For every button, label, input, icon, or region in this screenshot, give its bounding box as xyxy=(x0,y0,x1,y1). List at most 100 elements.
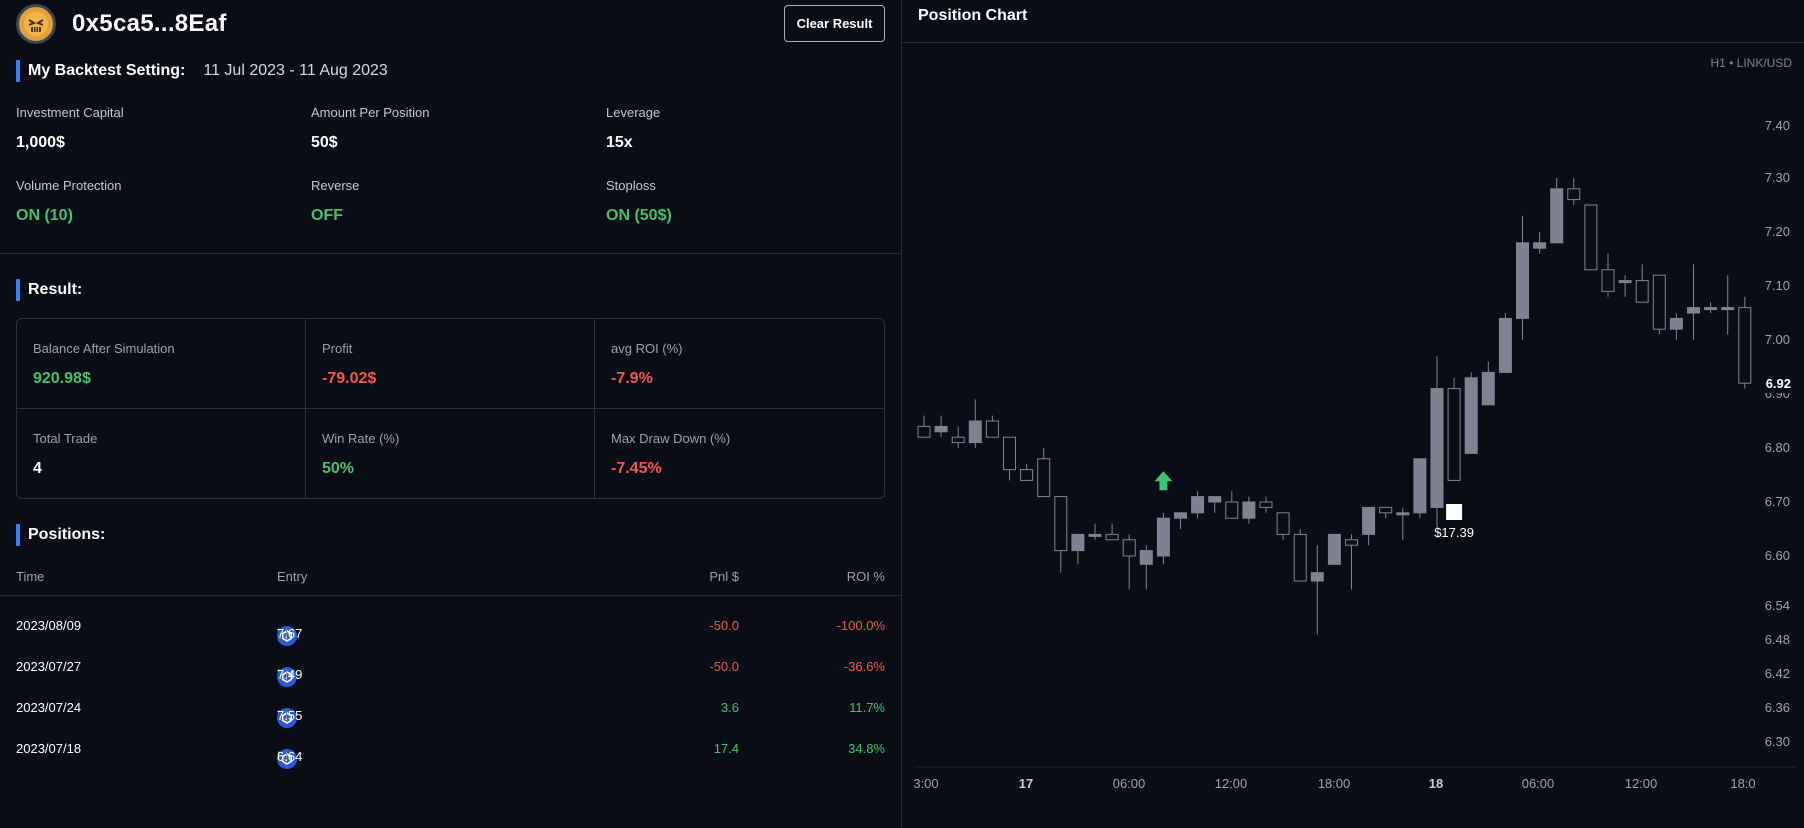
candle-body xyxy=(968,420,982,444)
backtest-setting-heading: My Backtest Setting: 11 Jul 2023 - 11 Au… xyxy=(16,60,388,82)
candle-body xyxy=(1584,204,1598,271)
table-row[interactable]: 2023/07/24 L | | 7.55 3.6 11.7% xyxy=(0,688,901,728)
row-time: 2023/07/18 xyxy=(16,741,82,756)
candle-body xyxy=(1704,307,1718,311)
candle-body xyxy=(1669,317,1683,330)
row-pnl: -50.0 xyxy=(709,618,739,633)
column-time: Time xyxy=(16,569,45,584)
candle-body xyxy=(1447,388,1461,481)
avatar xyxy=(16,4,56,44)
row-pnl: 3.6 xyxy=(720,700,739,715)
up-arrow-icon xyxy=(1154,471,1173,491)
chart-symbol: H1 • LINK/USD xyxy=(1710,56,1792,70)
row-price: 7.55 xyxy=(277,708,303,723)
candle-body xyxy=(1601,269,1615,292)
positions-heading: Positions: xyxy=(16,524,105,546)
divider xyxy=(0,253,901,254)
row-time: 2023/08/09 xyxy=(16,618,82,633)
row-pnl: 17.4 xyxy=(713,741,739,756)
candle-body xyxy=(1327,533,1341,565)
y-tick-label: 6.54 xyxy=(1765,598,1790,613)
candle-body xyxy=(1020,469,1034,481)
candle-body xyxy=(1139,550,1153,565)
result-label: Max Draw Down (%) xyxy=(611,431,731,446)
result-label: Profit xyxy=(322,341,353,356)
result-avg-roi: avg ROI (%) -7.9% xyxy=(595,319,884,409)
row-time: 2023/07/24 xyxy=(16,700,82,715)
candle-body xyxy=(1225,501,1239,519)
setting-investment-capital: Investment Capital 1,000$ xyxy=(16,105,296,152)
chart-title: Position Chart xyxy=(918,7,1028,24)
result-label: Total Trade xyxy=(33,431,98,446)
current-price-tag xyxy=(1758,373,1798,394)
chainlink-icon xyxy=(277,667,297,687)
candle-body xyxy=(951,436,965,444)
candle-body xyxy=(1310,572,1324,582)
candle-body xyxy=(1464,377,1478,454)
x-tick-label: 18 xyxy=(1429,776,1443,791)
candle-body xyxy=(1567,188,1581,201)
result-grid: Balance After Simulation 920.98$ Profit … xyxy=(16,318,885,499)
setting-leverage: Leverage 15x xyxy=(606,105,886,152)
setting-value: 1,000$ xyxy=(16,134,65,151)
result-profit: Profit -79.02$ xyxy=(306,319,595,409)
column-entry: Entry xyxy=(277,569,308,584)
chainlink-icon xyxy=(277,708,297,728)
y-tick-label: 7.30 xyxy=(1765,170,1790,185)
positions-title: Positions: xyxy=(28,526,106,543)
row-pnl: -50.0 xyxy=(709,659,739,674)
current-price-label: 6.92 xyxy=(1766,376,1791,391)
setting-volume-protection: Volume Protection ON (10) xyxy=(16,178,296,225)
result-value: 4 xyxy=(33,460,42,477)
candle-body xyxy=(1276,512,1290,535)
candle-body xyxy=(1003,436,1016,471)
row-roi: 34.8% xyxy=(848,741,885,756)
clear-result-button[interactable]: Clear Result xyxy=(784,5,885,42)
candle-body xyxy=(1430,388,1444,508)
candle-body xyxy=(917,425,931,438)
position-chart-panel: Position Chart H1 • LINK/USD 7.40 7.30 7.20… xyxy=(901,0,1804,828)
candlestick-chart[interactable]: H1 • LINK/USD7.407.307.207.107.006.906.8… xyxy=(902,43,1804,828)
table-row[interactable]: 2023/07/18 L | | 6.64 17.4 34.8% xyxy=(0,729,901,769)
table-row[interactable]: 2023/08/09 L | | 7.67 -50.0 -100.0% xyxy=(0,606,901,646)
position-marker-label: $17.39 xyxy=(1434,525,1474,540)
result-value: 920.98$ xyxy=(33,370,91,387)
row-price: 6.64 xyxy=(277,749,303,764)
candle-body xyxy=(1293,533,1307,582)
backtest-panel: 0x5ca5...8Eaf Clear Result My Backtest S… xyxy=(0,0,901,828)
candle-body xyxy=(1122,539,1136,557)
result-value: -7.45% xyxy=(611,460,662,477)
result-value: -7.9% xyxy=(611,370,653,387)
heading-accent xyxy=(16,524,20,546)
candle-body xyxy=(1259,501,1273,508)
y-tick-label: 7.20 xyxy=(1765,224,1790,239)
result-max-draw-down: Max Draw Down (%) -7.45% xyxy=(595,409,884,498)
row-separator: | xyxy=(285,667,289,681)
y-tick-label: 7.10 xyxy=(1765,278,1790,293)
divider xyxy=(902,42,1804,43)
candle-body xyxy=(1156,517,1170,557)
x-tick-label: 18:0 xyxy=(1730,776,1755,791)
x-tick-label: 12:00 xyxy=(1215,776,1248,791)
candle-body xyxy=(1618,280,1632,284)
candle-body xyxy=(1174,512,1187,519)
backtest-setting-title: My Backtest Setting: xyxy=(28,62,186,79)
table-row[interactable]: 2023/07/27 L | | 7.49 -50.0 -36.6% xyxy=(0,647,901,687)
y-tick-label: 6.42 xyxy=(1765,666,1790,681)
result-balance: Balance After Simulation 920.98$ xyxy=(17,319,306,409)
result-label: Win Rate (%) xyxy=(322,431,400,446)
result-label: Balance After Simulation xyxy=(33,341,175,356)
row-time: 2023/07/27 xyxy=(16,659,82,674)
column-pnl: Pnl $ xyxy=(709,569,739,584)
candle-body xyxy=(1105,533,1119,541)
row-price: 7.49 xyxy=(277,667,303,682)
x-tick-label: 17 xyxy=(1019,776,1033,791)
candle-body xyxy=(1208,496,1222,503)
candle-body xyxy=(1396,512,1410,516)
result-heading: Result: xyxy=(16,279,82,301)
column-roi: ROI % xyxy=(846,569,885,584)
candle-body xyxy=(1379,506,1393,514)
candle-body xyxy=(1635,280,1649,303)
position-marker xyxy=(1446,504,1463,520)
setting-label: Volume Protection xyxy=(16,178,122,193)
